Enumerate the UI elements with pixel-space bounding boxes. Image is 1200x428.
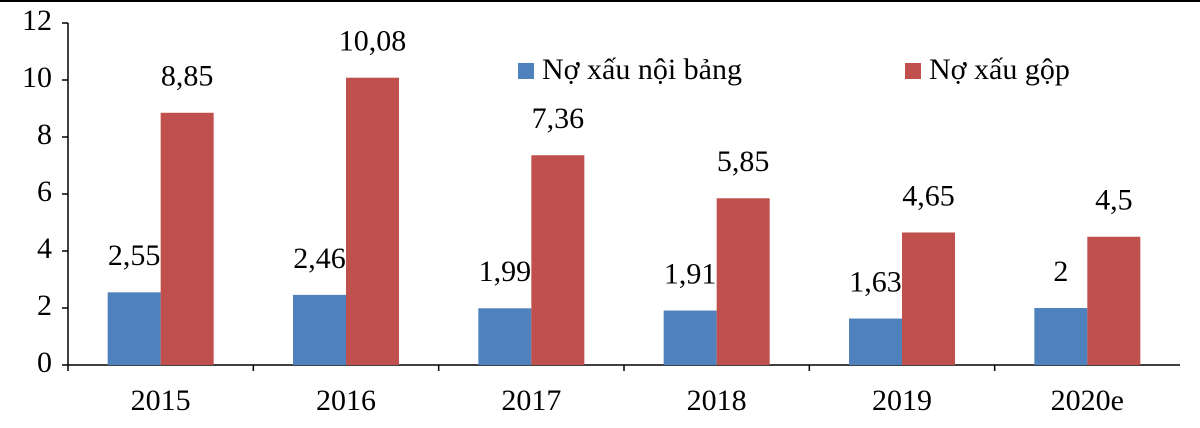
bar xyxy=(716,198,770,365)
value-label: 1,63 xyxy=(849,265,902,298)
value-label: 10,08 xyxy=(339,25,407,58)
value-label: 7,36 xyxy=(532,102,585,135)
x-tick-label: 2017 xyxy=(501,384,561,417)
y-tick-label: 12 xyxy=(22,4,52,37)
value-label: 5,85 xyxy=(717,145,770,178)
y-tick-label: 10 xyxy=(22,61,52,94)
value-label: 1,99 xyxy=(479,255,532,288)
legend-label: Nợ xấu gộp xyxy=(929,53,1070,86)
x-tick-label: 2019 xyxy=(872,384,932,417)
value-label: 2,46 xyxy=(293,242,346,275)
value-label: 4,65 xyxy=(902,179,955,212)
y-tick-label: 2 xyxy=(37,289,52,322)
y-tick-label: 8 xyxy=(37,118,52,151)
value-label: 1,91 xyxy=(664,257,717,290)
y-tick-label: 0 xyxy=(37,346,52,379)
legend-swatch xyxy=(905,63,921,79)
bar xyxy=(902,232,955,365)
bar xyxy=(293,294,346,365)
value-label: 2 xyxy=(1053,255,1068,288)
bar xyxy=(107,292,161,365)
value-label: 2,55 xyxy=(108,239,161,272)
bar xyxy=(478,308,532,365)
y-tick-label: 6 xyxy=(37,175,52,208)
bar xyxy=(1087,236,1141,365)
bar xyxy=(346,77,399,365)
x-tick-label: 2016 xyxy=(316,384,376,417)
bar xyxy=(531,155,585,365)
bar xyxy=(1034,308,1088,365)
legend-label: Nợ xấu nội bảng xyxy=(542,53,742,86)
bar xyxy=(849,318,902,365)
legend-swatch xyxy=(518,63,534,79)
bar xyxy=(160,112,214,366)
x-tick-label: 2020e xyxy=(1051,384,1124,417)
y-tick-label: 4 xyxy=(37,232,52,265)
value-label: 8,85 xyxy=(161,60,214,93)
x-tick-label: 2018 xyxy=(687,384,747,417)
value-label: 4,5 xyxy=(1095,184,1133,217)
x-tick-label: 2015 xyxy=(131,384,191,417)
bar xyxy=(663,310,717,365)
